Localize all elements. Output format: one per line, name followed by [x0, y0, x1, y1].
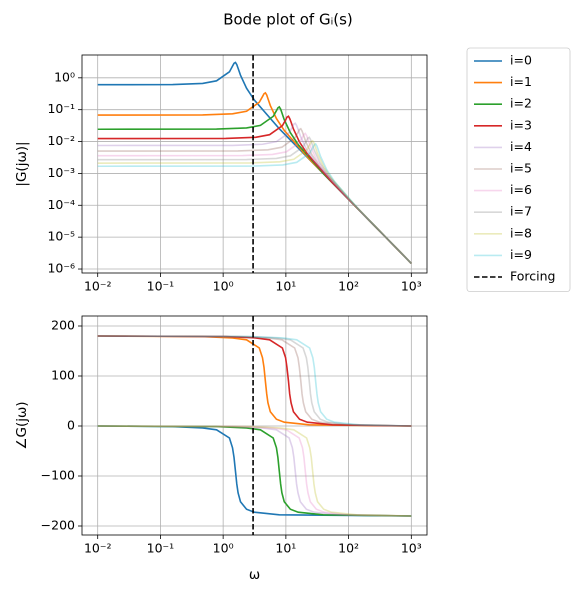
series-line	[97, 335, 412, 427]
series-line	[97, 136, 412, 264]
x-tick-label: 10¹	[275, 279, 296, 294]
legend-label: i=3	[510, 117, 532, 132]
x-tick-label: 10⁻¹	[147, 279, 175, 294]
series-line	[97, 425, 412, 517]
plot-area	[97, 55, 412, 273]
series-line	[97, 335, 412, 427]
y-axis-label: |G(jω)|	[14, 141, 30, 186]
series-line	[97, 425, 412, 517]
series-line	[97, 61, 412, 264]
y-tick-label: −100	[41, 468, 75, 483]
y-tick-label: 10⁻³	[47, 165, 75, 180]
series-line	[97, 127, 412, 264]
y-tick-label: 10⁰	[54, 69, 75, 84]
y-tick-label: 10⁻⁶	[47, 261, 75, 276]
axes-frame	[81, 315, 428, 536]
legend-box	[466, 47, 571, 293]
x-tick-label: 10⁻²	[84, 279, 112, 294]
axes: 10⁻² 10⁻¹ 10⁰ 10¹ 10² 10³ −200 −100 0 100 200	[41, 315, 428, 556]
chart-title: Bode plot of Gᵢ(s)	[223, 11, 353, 29]
x-axis-label: ω	[249, 567, 260, 583]
series-line	[97, 335, 412, 427]
axes-frame	[81, 54, 428, 274]
legend: i=0 i=1 i=2 i=3 i=4 i=5 i=6 i=7 i=8 i=9 Forcing	[466, 47, 571, 293]
series-line	[97, 425, 412, 517]
series-line	[97, 142, 412, 264]
plot-area	[97, 316, 412, 535]
y-tick-label: 0	[67, 418, 75, 433]
x-tick-label: 10⁰	[213, 541, 234, 556]
legend-label: i=7	[510, 204, 532, 219]
series-line	[97, 105, 412, 264]
x-tick-label: 10⁻²	[84, 541, 112, 556]
x-tick-label: 10³	[401, 279, 422, 294]
axes: 10⁻² 10⁻¹ 10⁰ 10¹ 10² 10³ 10⁻⁶ 10⁻⁵ 10⁻⁴ 10⁻³ 10⁻²…	[47, 54, 428, 294]
x-tick-label: 10¹	[275, 541, 296, 556]
x-tick-label: 10⁰	[213, 279, 234, 294]
y-tick-label: 10⁻⁵	[47, 229, 75, 244]
y-tick-label: 10⁻⁴	[47, 197, 75, 212]
legend-label: Forcing	[510, 269, 555, 284]
y-tick-label: 10⁻¹	[47, 101, 75, 116]
legend-label: i=6	[510, 182, 532, 197]
legend-label: i=0	[510, 53, 532, 68]
legend-label: i=4	[510, 139, 532, 154]
legend-label: i=5	[510, 161, 532, 176]
x-tick-label: 10²	[338, 279, 359, 294]
series-line	[97, 425, 412, 517]
x-tick-label: 10³	[401, 541, 422, 556]
legend-label: i=2	[510, 96, 532, 111]
x-tick-label: 10⁻¹	[147, 541, 175, 556]
x-tick-label: 10²	[338, 541, 359, 556]
legend-label: i=8	[510, 225, 532, 240]
y-tick-label: −200	[41, 518, 75, 533]
y-tick-label: 100	[51, 368, 75, 383]
series-line	[97, 335, 412, 427]
y-tick-label: 200	[51, 318, 75, 333]
series-line	[97, 122, 412, 264]
legend-label: i=9	[510, 247, 532, 262]
legend-label: i=1	[510, 74, 532, 89]
y-axis-label: ∠G(jω)	[14, 401, 30, 449]
series-line	[97, 91, 412, 264]
series-line	[97, 335, 412, 427]
series-line	[97, 115, 412, 264]
series-line	[97, 139, 412, 264]
series-line	[97, 425, 412, 517]
y-tick-label: 10⁻²	[47, 133, 75, 148]
series-line	[97, 132, 412, 264]
